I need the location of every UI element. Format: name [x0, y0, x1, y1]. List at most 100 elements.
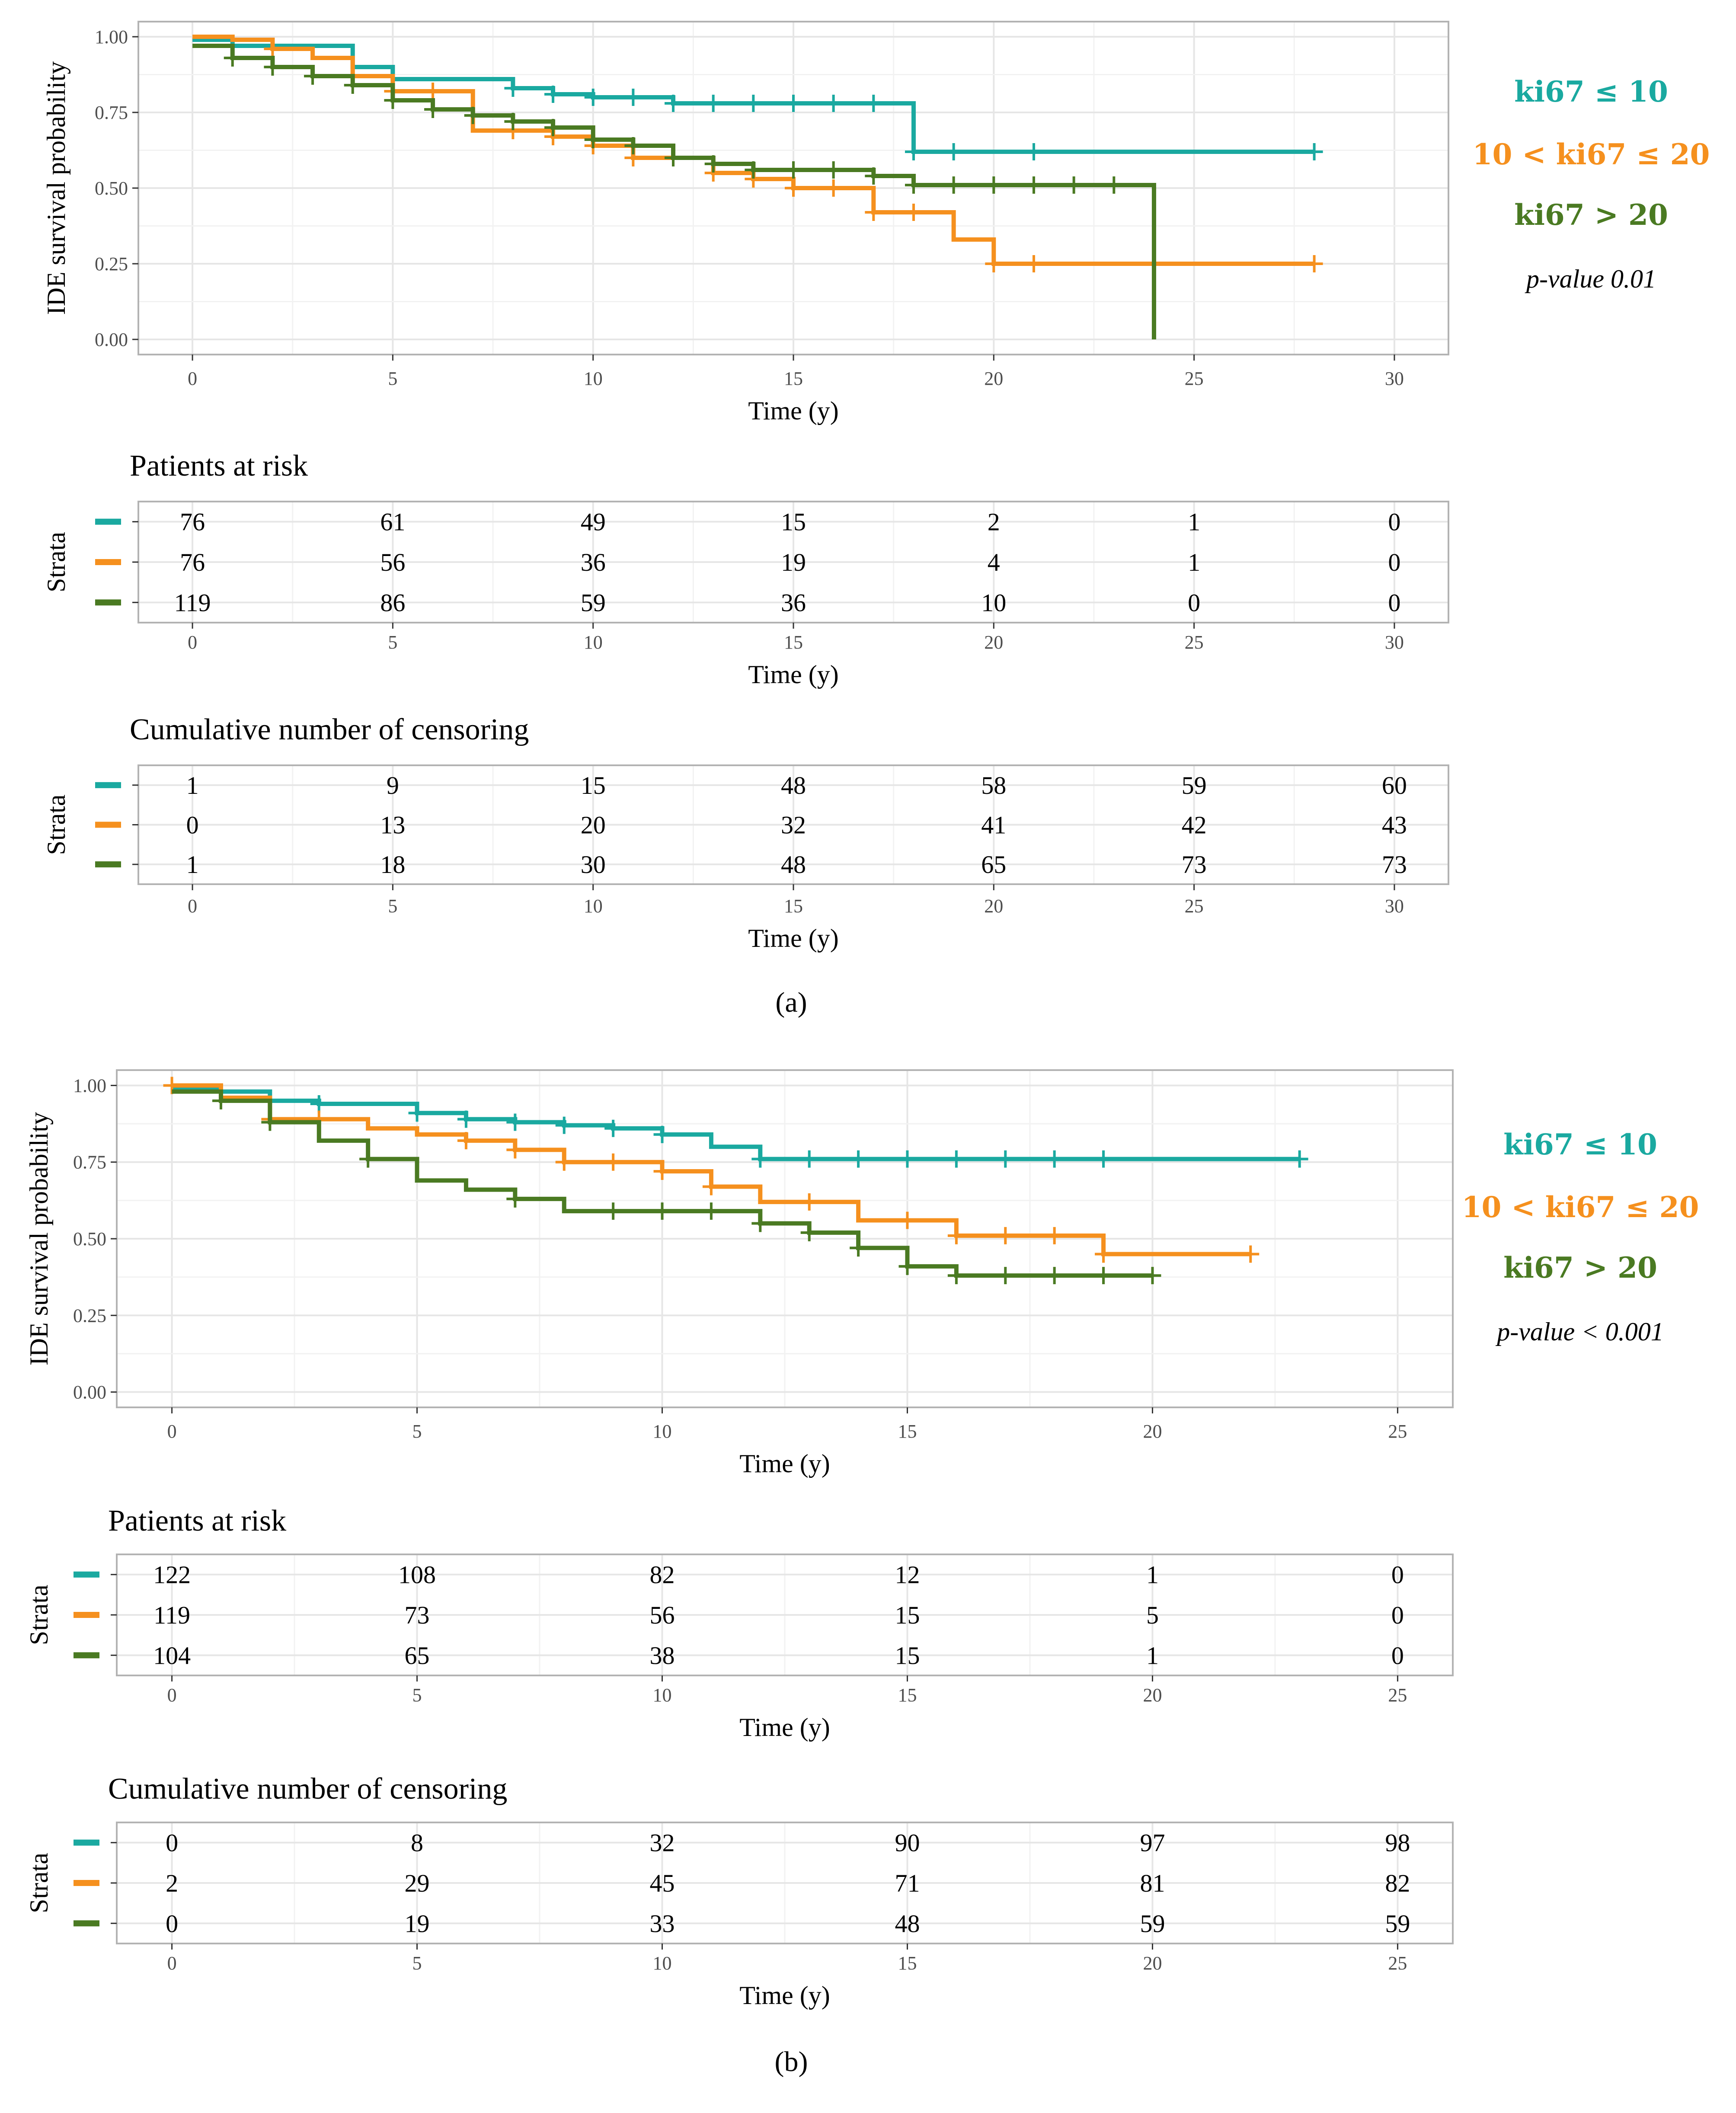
censor_table-cell: 30 — [581, 850, 606, 879]
legend-entry-teal: ki67 ≤ 10 — [1503, 1128, 1657, 1161]
censor_table-cell: 82 — [1385, 1869, 1410, 1897]
table-x-axis-title: Time (y) — [748, 924, 838, 953]
p-value-label: p-value 0.01 — [1525, 265, 1656, 293]
risk_table-cell: 0 — [1388, 588, 1400, 617]
censor_table-cell: 58 — [981, 771, 1006, 799]
table-x-axis-title: Time (y) — [739, 1981, 830, 2010]
risk_table-cell: 119 — [174, 588, 211, 617]
censor_table-cell: 48 — [781, 850, 806, 879]
censor_table-title: Cumulative number of censoring — [108, 1772, 507, 1806]
table-x-tick-label: 25 — [1388, 1685, 1407, 1706]
table-x-axis-title: Time (y) — [739, 1713, 830, 1742]
censor_table-cell: 59 — [1385, 1909, 1410, 1937]
x-tick-label: 25 — [1185, 368, 1204, 389]
risk_table-cell: 73 — [405, 1601, 430, 1629]
censor_table-cell: 19 — [405, 1909, 430, 1937]
table-x-tick-label: 0 — [188, 895, 197, 917]
y-tick-label: 0.00 — [95, 329, 128, 350]
censor_table-cell: 32 — [650, 1829, 675, 1857]
censor_table-cell: 60 — [1382, 771, 1407, 799]
risk_table-cell: 61 — [380, 508, 405, 536]
table-x-tick-label: 5 — [412, 1685, 422, 1706]
risk_table-cell: 86 — [380, 588, 405, 617]
x-axis-title: Time (y) — [748, 396, 838, 425]
x-tick-label: 0 — [167, 1421, 177, 1442]
censor_table-title: Cumulative number of censoring — [130, 713, 529, 746]
table-x-tick-label: 0 — [167, 1685, 177, 1706]
risk_table-cell: 108 — [398, 1561, 436, 1589]
x-tick-label: 10 — [584, 368, 603, 389]
table-x-tick-label: 20 — [984, 632, 1003, 653]
table-x-tick-label: 20 — [1143, 1685, 1162, 1706]
y-tick-label: 1.00 — [95, 26, 128, 48]
table-x-tick-label: 20 — [984, 895, 1003, 917]
legend-entry-orange: 10 < ki67 ≤ 20 — [1473, 137, 1710, 171]
risk_table-cell: 56 — [380, 548, 405, 576]
risk_table-cell: 10 — [981, 588, 1006, 617]
censor_table-cell: 90 — [895, 1829, 920, 1857]
censor_table-cell: 45 — [650, 1869, 675, 1897]
y-tick-label: 0.75 — [95, 102, 128, 123]
risk_table-cell: 1 — [1146, 1561, 1159, 1589]
risk_table-cell: 0 — [1188, 588, 1200, 617]
legend-entry-orange: 10 < ki67 ≤ 20 — [1462, 1190, 1699, 1224]
risk_table-cell: 0 — [1388, 548, 1400, 576]
x-tick-label: 5 — [388, 368, 397, 389]
censor_table-cell: 32 — [781, 811, 806, 839]
risk_table-cell: 56 — [650, 1601, 675, 1629]
risk_table-cell: 2 — [988, 508, 1000, 536]
risk_table-cell: 15 — [895, 1601, 920, 1629]
censor_table-cell: 42 — [1182, 811, 1207, 839]
censor_table-cell: 18 — [380, 850, 405, 879]
risk_table-cell: 1 — [1146, 1641, 1159, 1669]
risk_table-cell: 82 — [650, 1561, 675, 1589]
table-x-tick-label: 15 — [898, 1953, 917, 1974]
p-value-label: p-value < 0.001 — [1495, 1317, 1663, 1346]
risk_table-cell: 1 — [1188, 548, 1200, 576]
table-x-tick-label: 10 — [653, 1953, 672, 1974]
table-x-tick-label: 30 — [1385, 895, 1404, 917]
risk_table-cell: 122 — [153, 1561, 191, 1589]
y-tick-label: 0.00 — [73, 1382, 106, 1403]
table-x-tick-label: 15 — [898, 1685, 917, 1706]
legend-entry-green: ki67 > 20 — [1503, 1251, 1657, 1285]
strata-axis-title: Strata — [42, 795, 70, 855]
table-x-tick-label: 10 — [584, 895, 603, 917]
risk_table-cell: 0 — [1391, 1561, 1404, 1589]
risk_table-title: Patients at risk — [108, 1504, 286, 1538]
risk_table-cell: 0 — [1391, 1601, 1404, 1629]
risk_table-cell: 19 — [781, 548, 806, 576]
censor_table-cell: 13 — [380, 811, 405, 839]
panel-caption: (b) — [775, 2046, 808, 2078]
censor_table-cell: 1 — [186, 771, 199, 799]
km-curve-orange — [172, 1083, 1251, 1256]
x-tick-label: 30 — [1385, 368, 1404, 389]
legend-entry-teal: ki67 ≤ 10 — [1514, 75, 1668, 109]
censor_table-cell: 73 — [1182, 850, 1207, 879]
table-x-tick-label: 5 — [388, 632, 397, 653]
risk_table-cell: 104 — [153, 1641, 191, 1669]
x-tick-label: 25 — [1388, 1421, 1407, 1442]
risk_table-cell: 1 — [1188, 508, 1200, 536]
censor_table-cell: 81 — [1140, 1869, 1165, 1897]
table-x-tick-label: 0 — [188, 632, 197, 653]
panel-caption: (a) — [775, 987, 807, 1018]
x-axis-title: Time (y) — [739, 1449, 830, 1478]
x-tick-label: 0 — [188, 368, 197, 389]
risk_table-cell: 76 — [180, 548, 205, 576]
censor_table-cell: 41 — [981, 811, 1006, 839]
censor_table-cell: 48 — [781, 771, 806, 799]
table-x-tick-label: 25 — [1185, 632, 1204, 653]
y-axis-title: IDE survival probability — [25, 1112, 53, 1366]
censor_table-cell: 20 — [581, 811, 606, 839]
censor_table-cell: 48 — [895, 1909, 920, 1937]
risk_table-cell: 12 — [895, 1561, 920, 1589]
risk_table-cell: 36 — [581, 548, 606, 576]
censor_table-cell: 33 — [650, 1909, 675, 1937]
y-tick-label: 1.00 — [73, 1075, 106, 1096]
strata-axis-title: Strata — [25, 1853, 53, 1913]
censor_table-cell: 2 — [166, 1869, 178, 1897]
strata-axis-title: Strata — [42, 532, 70, 592]
x-tick-label: 10 — [653, 1421, 672, 1442]
